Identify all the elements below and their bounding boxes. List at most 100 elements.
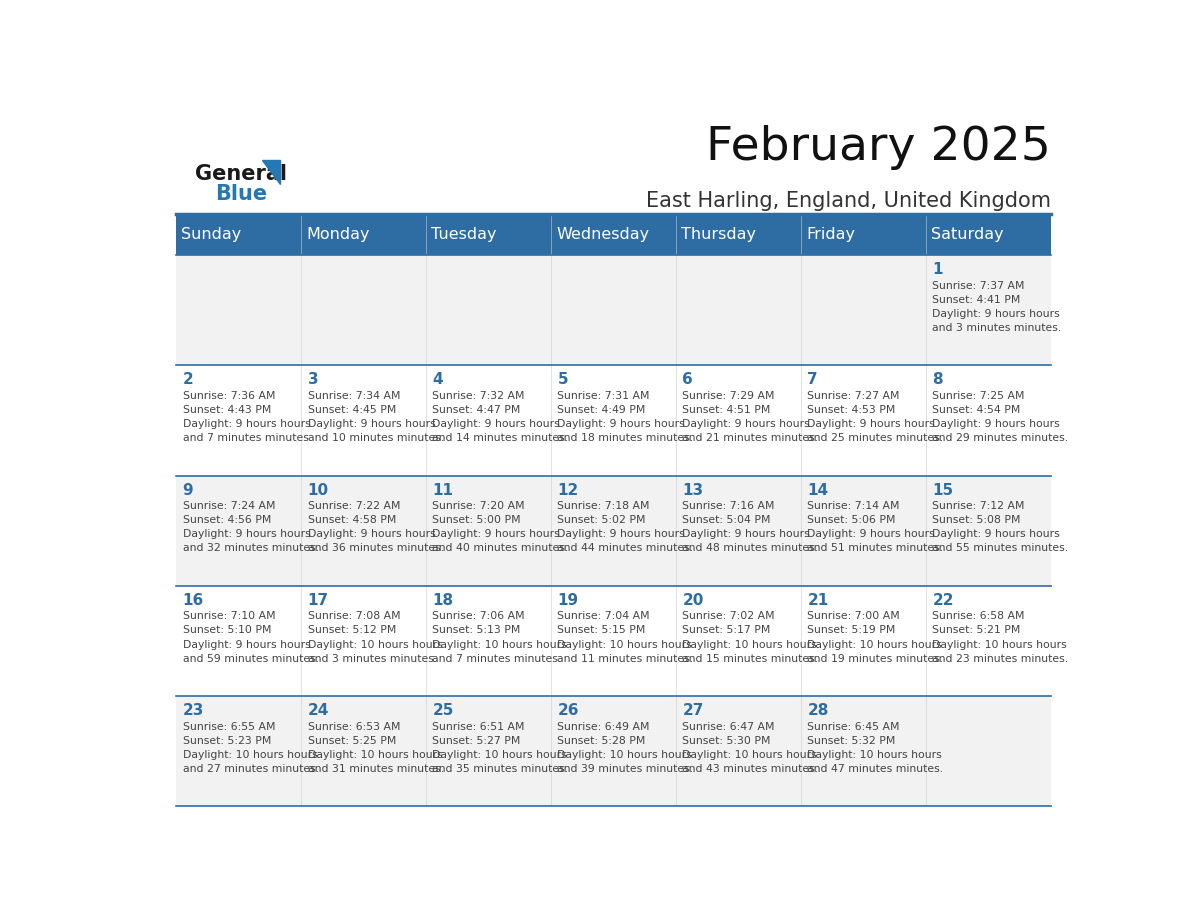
Text: 14: 14 <box>808 483 828 498</box>
Text: Sunrise: 7:34 AM: Sunrise: 7:34 AM <box>308 391 400 401</box>
Text: Sunset: 5:25 PM: Sunset: 5:25 PM <box>308 735 396 745</box>
Text: Daylight: 9 hours hours: Daylight: 9 hours hours <box>183 640 310 650</box>
Text: Daylight: 9 hours hours: Daylight: 9 hours hours <box>933 308 1060 319</box>
Text: and 29 minutes minutes.: and 29 minutes minutes. <box>933 433 1068 443</box>
Bar <box>176 476 1051 586</box>
Text: Thursday: Thursday <box>681 227 756 242</box>
Text: 6: 6 <box>682 373 693 387</box>
Text: Daylight: 9 hours hours: Daylight: 9 hours hours <box>933 530 1060 540</box>
Text: and 40 minutes minutes.: and 40 minutes minutes. <box>432 543 569 554</box>
Text: Sunset: 4:51 PM: Sunset: 4:51 PM <box>682 405 771 415</box>
Text: 23: 23 <box>183 703 204 718</box>
Text: 16: 16 <box>183 593 204 608</box>
Text: Sunset: 4:49 PM: Sunset: 4:49 PM <box>557 405 646 415</box>
Text: and 48 minutes minutes.: and 48 minutes minutes. <box>682 543 819 554</box>
Text: 15: 15 <box>933 483 954 498</box>
Text: and 3 minutes minutes.: and 3 minutes minutes. <box>933 323 1062 333</box>
Text: Sunrise: 7:22 AM: Sunrise: 7:22 AM <box>308 501 400 511</box>
Bar <box>176 255 1051 365</box>
Text: Monday: Monday <box>307 227 369 242</box>
Text: Sunrise: 7:14 AM: Sunrise: 7:14 AM <box>808 501 899 511</box>
Bar <box>176 586 1051 696</box>
Text: Daylight: 10 hours hours: Daylight: 10 hours hours <box>557 750 693 760</box>
Text: Sunrise: 7:02 AM: Sunrise: 7:02 AM <box>682 611 775 621</box>
Text: 24: 24 <box>308 703 329 718</box>
Text: East Harling, England, United Kingdom: East Harling, England, United Kingdom <box>646 191 1051 211</box>
Text: Sunset: 5:10 PM: Sunset: 5:10 PM <box>183 625 271 635</box>
Text: 22: 22 <box>933 593 954 608</box>
Text: Sunrise: 7:16 AM: Sunrise: 7:16 AM <box>682 501 775 511</box>
Text: and 3 minutes minutes.: and 3 minutes minutes. <box>308 654 437 664</box>
Text: General: General <box>195 164 286 185</box>
Bar <box>176 365 1051 476</box>
Text: Sunday: Sunday <box>181 227 241 242</box>
Text: 8: 8 <box>933 373 943 387</box>
Text: Blue: Blue <box>215 185 267 204</box>
Text: Sunset: 5:27 PM: Sunset: 5:27 PM <box>432 735 520 745</box>
Text: Sunset: 5:06 PM: Sunset: 5:06 PM <box>808 515 896 525</box>
Text: Sunset: 5:30 PM: Sunset: 5:30 PM <box>682 735 771 745</box>
Text: Wednesday: Wednesday <box>556 227 649 242</box>
Text: and 32 minutes minutes.: and 32 minutes minutes. <box>183 543 318 554</box>
Text: and 35 minutes minutes.: and 35 minutes minutes. <box>432 764 569 774</box>
Text: and 51 minutes minutes.: and 51 minutes minutes. <box>808 543 943 554</box>
Text: and 7 minutes minutes.: and 7 minutes minutes. <box>183 433 311 443</box>
Text: Daylight: 10 hours hours: Daylight: 10 hours hours <box>682 750 817 760</box>
Text: Sunrise: 7:31 AM: Sunrise: 7:31 AM <box>557 391 650 401</box>
Text: and 59 minutes minutes.: and 59 minutes minutes. <box>183 654 318 664</box>
Text: and 15 minutes minutes.: and 15 minutes minutes. <box>682 654 819 664</box>
Text: Daylight: 9 hours hours: Daylight: 9 hours hours <box>432 530 561 540</box>
Text: 25: 25 <box>432 703 454 718</box>
Text: 20: 20 <box>682 593 703 608</box>
Text: 11: 11 <box>432 483 454 498</box>
Text: Sunset: 5:17 PM: Sunset: 5:17 PM <box>682 625 771 635</box>
Text: Sunrise: 7:32 AM: Sunrise: 7:32 AM <box>432 391 525 401</box>
Text: 7: 7 <box>808 373 819 387</box>
Text: Sunset: 5:02 PM: Sunset: 5:02 PM <box>557 515 646 525</box>
Text: Daylight: 10 hours hours: Daylight: 10 hours hours <box>432 750 567 760</box>
Text: Sunset: 5:21 PM: Sunset: 5:21 PM <box>933 625 1020 635</box>
Text: Sunrise: 6:49 AM: Sunrise: 6:49 AM <box>557 722 650 732</box>
Text: Sunset: 5:28 PM: Sunset: 5:28 PM <box>557 735 646 745</box>
Text: Daylight: 9 hours hours: Daylight: 9 hours hours <box>308 419 435 429</box>
Text: and 25 minutes minutes.: and 25 minutes minutes. <box>808 433 943 443</box>
Text: Sunrise: 7:06 AM: Sunrise: 7:06 AM <box>432 611 525 621</box>
Text: 2: 2 <box>183 373 194 387</box>
Text: Sunrise: 7:27 AM: Sunrise: 7:27 AM <box>808 391 899 401</box>
Text: Sunrise: 7:00 AM: Sunrise: 7:00 AM <box>808 611 901 621</box>
Text: Daylight: 9 hours hours: Daylight: 9 hours hours <box>432 419 561 429</box>
Text: and 31 minutes minutes.: and 31 minutes minutes. <box>308 764 443 774</box>
Text: and 27 minutes minutes.: and 27 minutes minutes. <box>183 764 318 774</box>
Text: Daylight: 9 hours hours: Daylight: 9 hours hours <box>557 530 685 540</box>
Text: Daylight: 9 hours hours: Daylight: 9 hours hours <box>933 419 1060 429</box>
Text: Sunrise: 7:20 AM: Sunrise: 7:20 AM <box>432 501 525 511</box>
Text: Sunset: 5:13 PM: Sunset: 5:13 PM <box>432 625 520 635</box>
Text: Sunrise: 7:36 AM: Sunrise: 7:36 AM <box>183 391 276 401</box>
Text: Tuesday: Tuesday <box>431 227 497 242</box>
Text: Daylight: 10 hours hours: Daylight: 10 hours hours <box>808 750 942 760</box>
Text: 4: 4 <box>432 373 443 387</box>
Text: February 2025: February 2025 <box>706 125 1051 170</box>
Text: 5: 5 <box>557 373 568 387</box>
Text: Sunset: 5:12 PM: Sunset: 5:12 PM <box>308 625 396 635</box>
Text: Daylight: 9 hours hours: Daylight: 9 hours hours <box>308 530 435 540</box>
Text: Saturday: Saturday <box>931 227 1004 242</box>
Text: Daylight: 10 hours hours: Daylight: 10 hours hours <box>308 750 442 760</box>
Text: Daylight: 9 hours hours: Daylight: 9 hours hours <box>682 419 810 429</box>
Text: Sunrise: 7:25 AM: Sunrise: 7:25 AM <box>933 391 1025 401</box>
Text: Sunset: 5:19 PM: Sunset: 5:19 PM <box>808 625 896 635</box>
Text: Sunrise: 6:58 AM: Sunrise: 6:58 AM <box>933 611 1025 621</box>
Text: and 55 minutes minutes.: and 55 minutes minutes. <box>933 543 1068 554</box>
Text: Daylight: 10 hours hours: Daylight: 10 hours hours <box>308 640 442 650</box>
Text: Daylight: 9 hours hours: Daylight: 9 hours hours <box>808 530 935 540</box>
Text: and 47 minutes minutes.: and 47 minutes minutes. <box>808 764 943 774</box>
Text: Sunset: 4:43 PM: Sunset: 4:43 PM <box>183 405 271 415</box>
Text: and 43 minutes minutes.: and 43 minutes minutes. <box>682 764 819 774</box>
Text: Daylight: 10 hours hours: Daylight: 10 hours hours <box>682 640 817 650</box>
Text: and 7 minutes minutes.: and 7 minutes minutes. <box>432 654 562 664</box>
Text: Daylight: 9 hours hours: Daylight: 9 hours hours <box>808 419 935 429</box>
Text: Sunset: 4:56 PM: Sunset: 4:56 PM <box>183 515 271 525</box>
Text: 18: 18 <box>432 593 454 608</box>
Text: Sunrise: 7:12 AM: Sunrise: 7:12 AM <box>933 501 1025 511</box>
Text: Sunset: 4:47 PM: Sunset: 4:47 PM <box>432 405 520 415</box>
